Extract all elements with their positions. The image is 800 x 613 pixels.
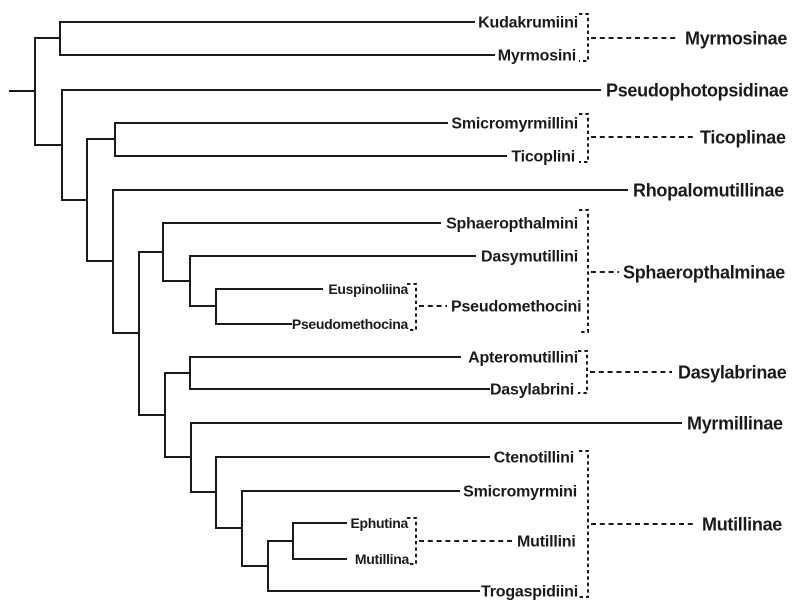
- label-layer: Kudakrumiini Myrmosini Pseudophotopsidinae…: [292, 15, 789, 601]
- label-tip-ctenotillini: Ctenotillini: [494, 450, 574, 467]
- bracket-dasylabrinae: [578, 350, 588, 394]
- label-tip-euspinoliina: Euspinoliina: [328, 281, 408, 297]
- label-tip-kudakrumiini: Kudakrumiini: [478, 15, 578, 32]
- label-tip-dasylabrini: Dasylabrini: [490, 382, 574, 399]
- label-group-sphaeropthalminae: Sphaeropthalminae: [623, 262, 785, 282]
- label-tip-myrmillinae: Myrmillinae: [687, 413, 783, 433]
- label-tip-smicromyrmini: Smicromyrmini: [463, 484, 577, 501]
- label-tip-myrmosini: Myrmosini: [498, 48, 576, 65]
- bracket-ticoplinae: [579, 113, 589, 163]
- bracket-mutillinae: [579, 450, 589, 598]
- label-tip-pseudomethocina: Pseudomethocina: [292, 316, 409, 332]
- label-tip-trogaspidiini: Trogaspidiini: [481, 584, 578, 601]
- label-tip-pseudophotopsidinae: Pseudophotopsidinae: [606, 80, 789, 100]
- bracket-myrmosinae: [579, 13, 589, 62]
- label-group-mutillini: Mutillini: [517, 534, 576, 551]
- label-group-dasylabrinae: Dasylabrinae: [678, 362, 787, 382]
- label-tip-sphaeropthalmini: Sphaeropthalmini: [446, 216, 578, 233]
- bracket-mutillini: [407, 517, 417, 565]
- label-tip-smicromyrmillini: Smicromyrmillini: [451, 116, 578, 133]
- branch-layer: [9, 21, 682, 592]
- label-group-pseudomethocini: Pseudomethocini: [451, 299, 581, 316]
- bracket-sphaeropthalminae: [579, 209, 589, 333]
- label-tip-apteromutillini: Apteromutillini: [468, 350, 578, 367]
- label-tip-dasymutillini: Dasymutillini: [481, 249, 578, 266]
- label-tip-mutillina: Mutillina: [355, 551, 410, 567]
- bracket-pseudomethocini: [407, 283, 417, 331]
- label-tip-ticoplini: Ticoplini: [511, 149, 575, 166]
- bracket-layer: [407, 13, 696, 598]
- label-group-myrmosinae: Myrmosinae: [685, 28, 787, 48]
- label-group-ticoplinae: Ticoplinae: [700, 127, 786, 147]
- label-tip-ephutina: Ephutina: [351, 515, 409, 531]
- label-tip-rhopalomutillinae: Rhopalomutillinae: [633, 180, 784, 200]
- label-group-mutillinae: Mutillinae: [702, 514, 782, 534]
